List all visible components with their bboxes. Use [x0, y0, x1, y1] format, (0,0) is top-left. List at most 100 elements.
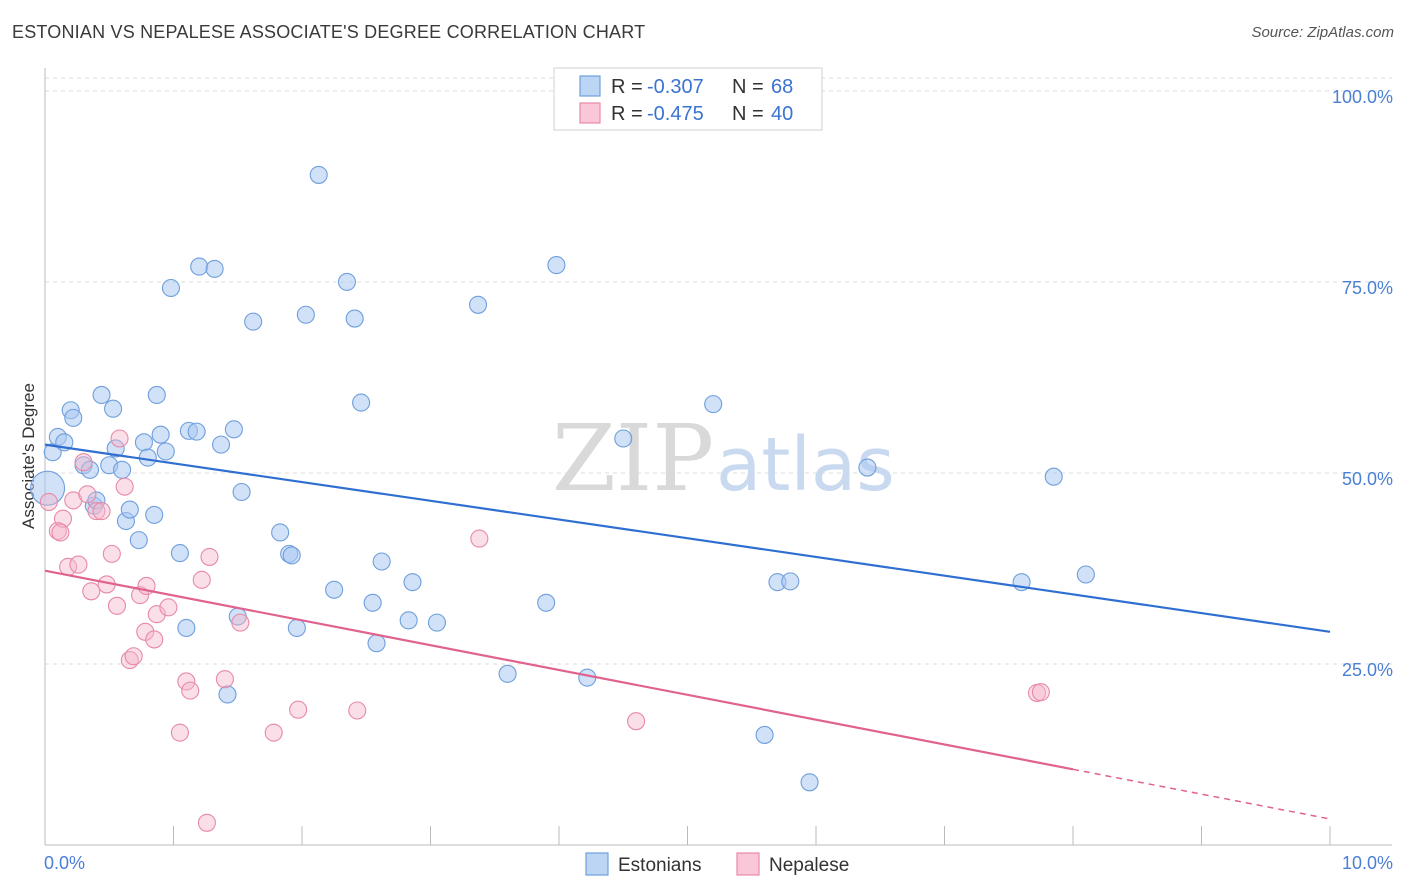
point-nepalese [200, 547, 219, 566]
point-estonians [113, 460, 132, 479]
series-estonians [30, 165, 1095, 792]
point-nepalese [69, 555, 88, 574]
point-estonians [399, 611, 418, 630]
point-estonians [614, 429, 633, 448]
point-estonians [271, 523, 290, 542]
x-tick-marks [173, 826, 1331, 845]
legend-r-value-1: -0.307 [647, 76, 704, 98]
point-estonians [372, 552, 391, 571]
trend-line-nepalese [44, 569, 1074, 771]
legend-r-label-2: R = [611, 103, 643, 125]
point-estonians [205, 259, 224, 278]
y-axis-label: Associate's Degree [19, 383, 38, 529]
point-nepalese [115, 477, 134, 496]
point-nepalese [170, 723, 189, 742]
point-estonians [151, 425, 170, 444]
point-estonians [1076, 565, 1095, 584]
bottom-legend-swatch-nepalese [736, 852, 760, 876]
legend-n-label-2: N = [732, 103, 764, 125]
watermark-zip: ZIP [552, 405, 714, 512]
point-estonians [781, 572, 800, 591]
point-nepalese [107, 596, 127, 615]
point-nepalese [102, 544, 121, 563]
x-tick-label-max: 10.0% [1342, 853, 1393, 873]
point-estonians [537, 593, 556, 612]
point-estonians [282, 546, 301, 565]
point-estonians [547, 256, 566, 275]
point-nepalese [147, 605, 166, 624]
y-tick-labels: 100.0% 75.0% 50.0% 25.0% [1332, 87, 1393, 680]
point-nepalese [110, 429, 129, 448]
legend-n-label-1: N = [732, 76, 764, 98]
point-estonians [325, 580, 344, 599]
point-estonians [156, 442, 175, 461]
point-nepalese [53, 509, 73, 528]
point-estonians [309, 165, 328, 184]
y-tick-label: 25.0% [1342, 660, 1393, 680]
point-nepalese [159, 598, 178, 617]
point-estonians [244, 312, 263, 331]
point-estonians [129, 531, 148, 550]
point-estonians [134, 433, 153, 452]
point-estonians [170, 544, 189, 563]
point-estonians [104, 399, 123, 418]
legend-n-value-2: 40 [771, 103, 793, 125]
point-nepalese [145, 630, 164, 649]
series-nepalese [39, 429, 1050, 832]
point-estonians [218, 685, 237, 704]
point-estonians [147, 385, 166, 405]
point-estonians [468, 295, 488, 314]
point-estonians [367, 634, 386, 653]
point-nepalese [1031, 683, 1050, 702]
point-estonians [187, 422, 206, 441]
point-estonians [161, 278, 180, 298]
point-estonians [120, 500, 139, 519]
point-estonians [345, 309, 364, 328]
point-estonians [87, 491, 106, 510]
point-estonians [224, 420, 243, 439]
point-estonians [800, 773, 819, 792]
point-estonians [427, 613, 446, 632]
y-tick-label: 50.0% [1342, 469, 1393, 489]
chart-source: Source: ZipAtlas.com [1251, 24, 1394, 41]
point-estonians [106, 439, 125, 458]
legend-r-value-2: -0.475 [647, 103, 704, 125]
point-estonians [352, 393, 371, 412]
point-estonians [177, 618, 196, 638]
point-nepalese [78, 485, 97, 504]
y-tick-label: 75.0% [1342, 278, 1393, 298]
chart-title: ESTONIAN VS NEPALESE ASSOCIATE'S DEGREE … [12, 22, 646, 42]
point-nepalese [74, 453, 93, 472]
point-nepalese [192, 570, 211, 589]
series-legend: Estonians Nepalese [585, 852, 849, 876]
point-nepalese [470, 529, 489, 548]
point-nepalese [82, 582, 101, 601]
point-estonians [296, 305, 315, 324]
point-nepalese [181, 681, 200, 700]
point-estonians [337, 272, 357, 291]
bottom-legend-label-estonians: Estonians [618, 855, 701, 876]
point-estonians [755, 725, 774, 744]
point-estonians [145, 505, 164, 524]
point-nepalese [92, 502, 111, 521]
point-estonians [1044, 467, 1063, 486]
trend-line-nepalese-extension [1072, 768, 1331, 820]
legend-n-value-1: 68 [771, 76, 793, 98]
point-estonians [211, 435, 231, 454]
point-estonians [232, 482, 251, 502]
point-estonians [64, 408, 83, 427]
point-estonians [92, 385, 111, 405]
point-nepalese [177, 672, 196, 691]
legend-swatch-estonians [579, 75, 601, 97]
point-estonians [190, 257, 209, 276]
trend-line-estonians [44, 443, 1331, 633]
point-nepalese [39, 492, 58, 511]
point-estonians [287, 618, 306, 638]
point-estonians [498, 664, 517, 683]
point-estonians [80, 460, 100, 479]
point-nepalese [197, 813, 216, 832]
point-nepalese [264, 723, 283, 742]
point-estonians [363, 593, 382, 612]
point-nepalese [627, 712, 646, 731]
